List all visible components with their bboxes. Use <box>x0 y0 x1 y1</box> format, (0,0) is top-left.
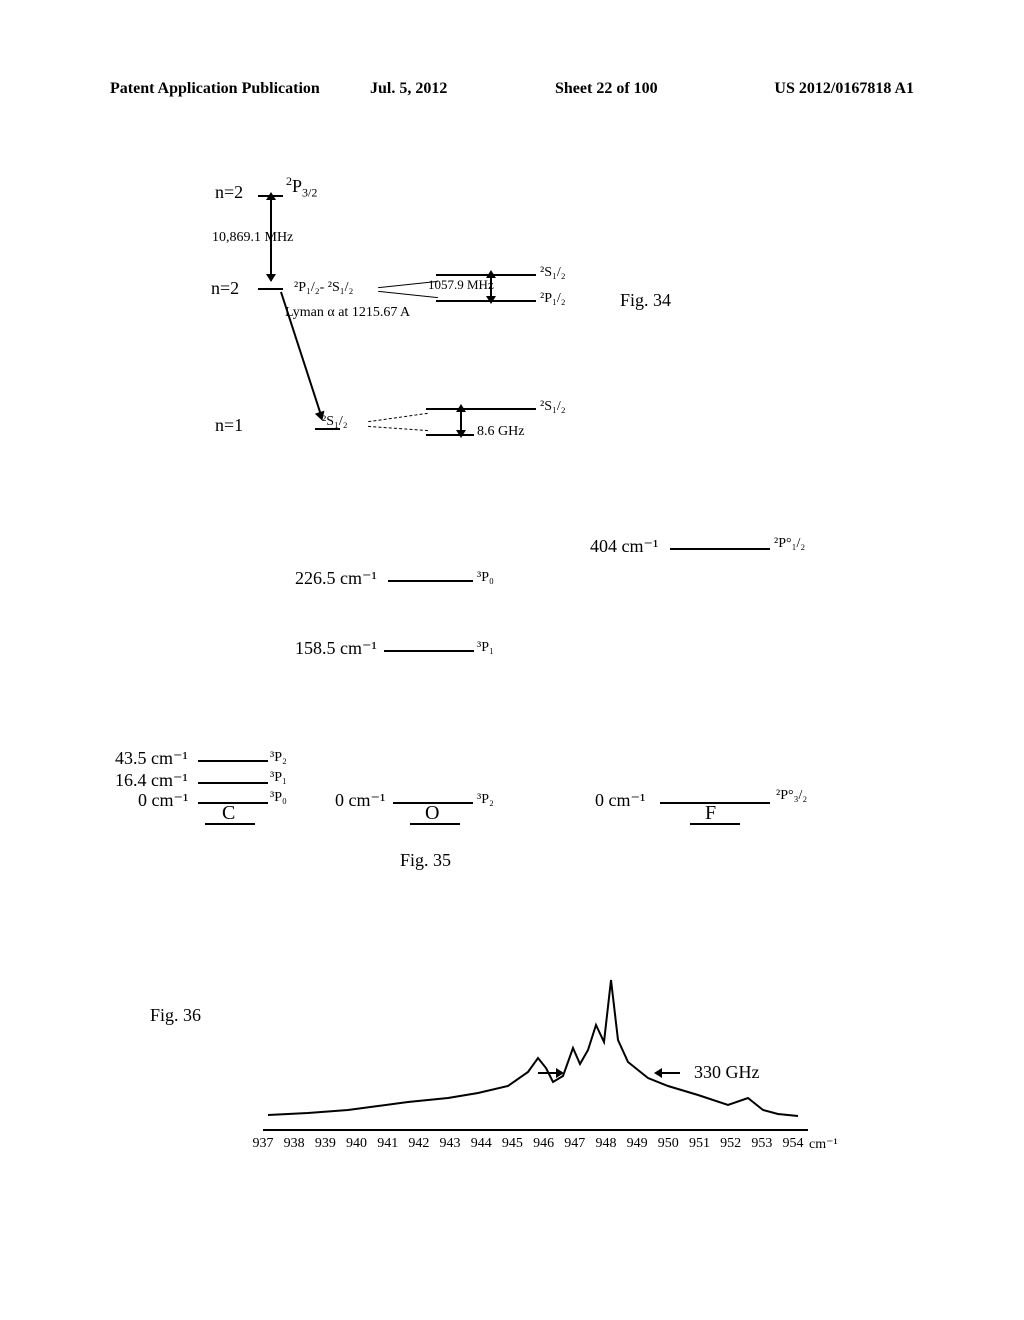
fig35-F-name: F <box>705 802 716 825</box>
fig34-n1: n=1 <box>215 415 243 436</box>
fig35-C-l1s: ³P₂ <box>270 750 287 766</box>
fig36-tick: 942 <box>408 1136 429 1152</box>
figure-36: Fig. 36 330 GHz 937 938 939 940 941 942 943 944… <box>0 950 1024 1230</box>
fig34-freq-10869: 10,869.1 MHz <box>212 230 293 246</box>
fig35-C-l1v: 43.5 cm⁻¹ <box>115 748 188 769</box>
fig36-tick: 944 <box>471 1136 492 1152</box>
fig35-F-l1s: ²P°₁/₂ <box>774 536 805 552</box>
fig34-ghz: 8.6 GHz <box>477 424 524 440</box>
fig35-O-l2s: ³P₁ <box>477 640 494 656</box>
fig34-n1-inset-bot <box>426 434 474 436</box>
fig34-s12-n1: ²S₁/₂ <box>322 414 348 430</box>
fig35-F-level1 <box>670 548 770 550</box>
fig36-tick: 950 <box>658 1136 679 1152</box>
fig35-F-l2s: ²P°₃/₂ <box>776 788 807 804</box>
fig36-tick: 946 <box>533 1136 554 1152</box>
fig34-lamb-freq: 1057.9 MHz <box>428 277 494 293</box>
fig34-arrow-86ghz <box>460 410 462 432</box>
fig36-width-arrow-left <box>538 1072 558 1074</box>
fig34-n2-bot: n=2 <box>211 278 239 299</box>
fig36-tick: 939 <box>315 1136 336 1152</box>
fig35-C-l2s: ³P₁ <box>270 770 287 786</box>
header-date: Jul. 5, 2012 <box>370 80 447 98</box>
fig34-n1-dash2 <box>368 426 428 432</box>
header-sheet: Sheet 22 of 100 <box>555 80 658 98</box>
fig34-inset-p12-label: ²P₁/₂ <box>540 291 566 307</box>
fig35-O-l1v: 226.5 cm⁻¹ <box>295 568 377 589</box>
fig34-inset-s12c: ²S₁/₂ <box>540 399 566 415</box>
fig36-width-arrow-right <box>660 1072 680 1074</box>
fig35-C-level2 <box>198 782 268 784</box>
fig36-tick: 948 <box>595 1136 616 1152</box>
fig34-level-p12s12 <box>258 288 283 290</box>
fig36-spectrum-svg <box>263 950 823 1150</box>
fig34-p32-term: 2P3/2 <box>286 174 317 201</box>
fig34-n2-top: n=2 <box>215 182 243 203</box>
fig35-O-name: O <box>425 802 439 825</box>
fig35-C-l2v: 16.4 cm⁻¹ <box>115 770 188 791</box>
fig35-O-l2v: 158.5 cm⁻¹ <box>295 638 377 659</box>
fig35-O-level2 <box>384 650 474 652</box>
fig35-O-level1 <box>388 580 473 582</box>
fig36-tick: 938 <box>284 1136 305 1152</box>
fig34-n1-inset-top <box>426 408 536 410</box>
header-publication: Patent Application Publication <box>110 80 320 98</box>
fig35-C-name: C <box>222 802 235 825</box>
fig35-C-l3v: 0 cm⁻¹ <box>138 790 188 811</box>
fig35-O-l3v: 0 cm⁻¹ <box>335 790 385 811</box>
fig36-tick: 952 <box>720 1136 741 1152</box>
fig36-tick: 943 <box>440 1136 461 1152</box>
fig36-axis-unit: cm⁻¹ <box>809 1136 838 1153</box>
fig36-spectrum-line <box>268 980 798 1116</box>
fig36-tick: 947 <box>564 1136 585 1152</box>
fig36-tick: 940 <box>346 1136 367 1152</box>
fig36-tick: 945 <box>502 1136 523 1152</box>
fig36-tick: 951 <box>689 1136 710 1152</box>
fig34-inset-s12-label: ²S₁/₂ <box>540 265 566 281</box>
fig36-tick: 953 <box>751 1136 772 1152</box>
fig35-label: Fig. 35 <box>400 850 451 871</box>
fig34-label: Fig. 34 <box>620 290 671 311</box>
header-pubnum: US 2012/0167818 A1 <box>774 80 914 98</box>
fig35-C-l3s: ³P₀ <box>270 790 287 806</box>
fig35-O-l3s: ³P₂ <box>477 792 494 808</box>
fig34-lyman: Lyman α at 1215.67 A <box>285 305 410 321</box>
fig34-n1-dash <box>368 413 428 423</box>
fig36-tick: 941 <box>377 1136 398 1152</box>
fig35-F-l2v: 0 cm⁻¹ <box>595 790 645 811</box>
fig35-C-level1 <box>198 760 268 762</box>
fig35-F-l1v: 404 cm⁻¹ <box>590 536 658 557</box>
fig34-lamb: ²P₁/₂- ²S₁/₂ <box>294 280 353 296</box>
figure-35: Fig. 35 404 cm⁻¹ ²P°₁/₂ 0 cm⁻¹ ²P°₃/₂ F … <box>0 530 1024 890</box>
fig36-tick: 949 <box>627 1136 648 1152</box>
fig36-annotation: 330 GHz <box>694 1062 760 1083</box>
fig36-tick: 954 <box>783 1136 804 1152</box>
fig36-label: Fig. 36 <box>150 1005 201 1026</box>
fig35-O-l1s: ³P₀ <box>477 570 494 586</box>
fig36-tick: 937 <box>253 1136 274 1152</box>
figure-34: Fig. 34 n=2 2P3/2 10,869.1 MHz n=2 ²P₁/₂… <box>0 180 1024 500</box>
